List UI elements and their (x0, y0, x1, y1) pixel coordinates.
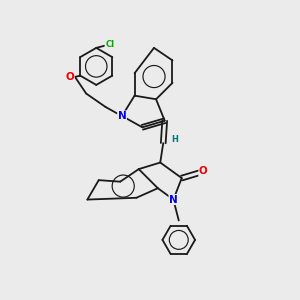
Text: O: O (65, 72, 74, 82)
Text: N: N (169, 195, 178, 205)
Text: H: H (171, 135, 178, 144)
Text: Cl: Cl (105, 40, 114, 50)
Text: O: O (199, 167, 208, 176)
Text: N: N (118, 111, 126, 121)
